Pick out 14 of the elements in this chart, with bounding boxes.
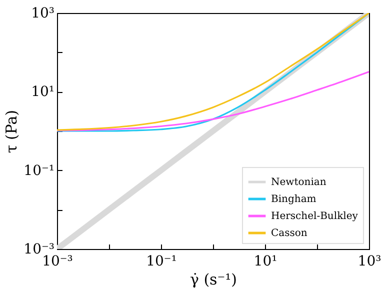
y-tick-label: 10³ xyxy=(31,6,54,22)
legend-label: Casson xyxy=(271,228,308,239)
x-axis-title: γ̇ (s⁻¹) xyxy=(190,270,238,288)
legend-label: Newtonian xyxy=(271,177,327,188)
y-tick-label: 10⁻¹ xyxy=(24,162,54,179)
x-tick-label: 10⁻¹ xyxy=(146,254,177,270)
y-tick-label: 10¹ xyxy=(31,84,54,100)
y-axis-title: τ (Pa) xyxy=(2,110,21,154)
x-tick-label: 10⁻³ xyxy=(42,254,73,270)
line-series xyxy=(57,70,369,132)
legend-label: Herschel-Bulkley xyxy=(271,211,358,222)
x-tick-label: 10¹ xyxy=(254,254,278,270)
legend-label: Bingham xyxy=(271,194,317,205)
x-tick-label: 10³ xyxy=(358,254,382,270)
